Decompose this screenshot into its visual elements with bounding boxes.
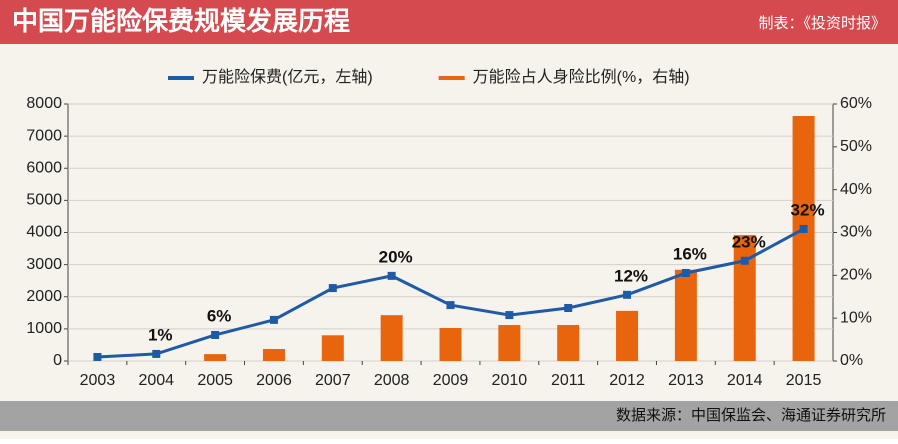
y2-tick-label: 30% <box>840 224 872 241</box>
point-label: 16% <box>673 244 707 263</box>
marker <box>328 284 337 293</box>
marker <box>623 290 632 299</box>
marker <box>387 271 396 280</box>
x-tick-label: 2015 <box>786 372 822 389</box>
x-tick-label: 2005 <box>197 372 233 389</box>
bar <box>439 328 462 361</box>
y2-tick-label: 50% <box>840 138 872 155</box>
bar <box>321 335 344 361</box>
y2-tick-label: 0% <box>840 352 863 369</box>
x-tick-label: 2014 <box>727 372 763 389</box>
marker <box>93 352 102 361</box>
bar <box>733 235 756 361</box>
x-tick-label: 2011 <box>551 372 586 389</box>
x-tick-label: 2008 <box>374 372 410 389</box>
y2-tick-label: 10% <box>840 309 872 326</box>
marker <box>681 268 690 277</box>
x-tick-label: 2003 <box>80 372 116 389</box>
bar <box>557 325 580 361</box>
x-tick-label: 2004 <box>138 372 174 389</box>
y-tick-label: 7000 <box>26 127 62 144</box>
point-label: 1% <box>148 325 173 344</box>
x-tick-label: 2007 <box>315 372 351 389</box>
y-tick-label: 0 <box>53 352 62 369</box>
y-tick-label: 6000 <box>26 159 62 176</box>
y-tick-label: 5000 <box>26 192 62 209</box>
marker <box>564 303 573 312</box>
y-tick-label: 8000 <box>26 95 62 112</box>
header-bar <box>0 0 898 44</box>
source: 数据来源：中国保监会、海通证券研究所 <box>616 407 886 424</box>
point-label: 20% <box>379 247 413 266</box>
point-label: 32% <box>791 200 825 219</box>
y-tick-label: 3000 <box>26 256 62 273</box>
footer-bar <box>0 401 898 431</box>
marker <box>505 311 514 320</box>
chart-title: 中国万能险保费规模发展历程 <box>12 6 350 36</box>
x-tick-label: 2012 <box>609 372 645 389</box>
bar <box>792 115 815 361</box>
x-tick-label: 2006 <box>256 372 292 389</box>
marker <box>152 349 161 358</box>
bar <box>380 315 403 361</box>
marker <box>740 256 749 265</box>
y-tick-label: 4000 <box>26 224 62 241</box>
marker <box>446 301 455 310</box>
bar <box>262 349 285 361</box>
bar <box>616 310 639 361</box>
y-tick-label: 1000 <box>26 320 62 337</box>
point-label: 23% <box>732 232 766 251</box>
marker <box>211 330 220 339</box>
y2-tick-label: 60% <box>840 95 872 112</box>
y-tick-label: 2000 <box>26 288 62 305</box>
point-label: 6% <box>207 306 232 325</box>
bar <box>498 325 521 361</box>
bar <box>674 269 697 361</box>
y2-tick-label: 20% <box>840 267 872 284</box>
x-tick-label: 2010 <box>492 372 528 389</box>
y2-tick-label: 40% <box>840 181 872 198</box>
x-tick-label: 2009 <box>433 372 469 389</box>
marker <box>799 224 808 233</box>
x-tick-label: 2013 <box>668 372 704 389</box>
chart-subtitle: 制表：《投资时报》 <box>758 15 886 32</box>
marker <box>269 315 278 324</box>
point-label: 12% <box>614 266 648 285</box>
bar <box>204 354 227 361</box>
legend-label: 万能险保费(亿元，左轴) <box>202 68 373 86</box>
legend-label: 万能险占人身险比例(%，右轴) <box>473 68 690 86</box>
